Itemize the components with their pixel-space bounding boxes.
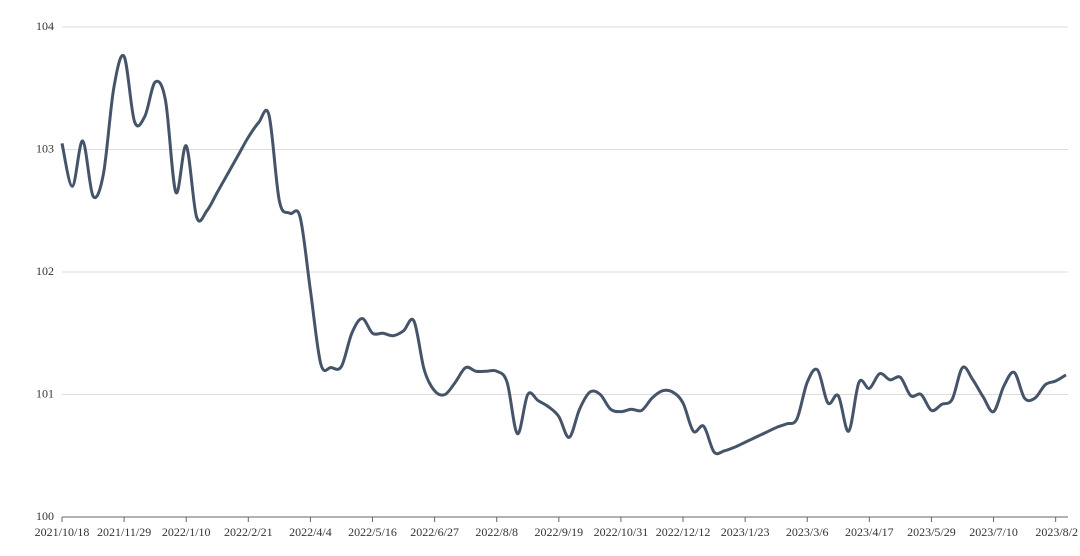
y-tick-label: 103 <box>36 141 54 155</box>
x-tick-label: 2022/2/21 <box>224 525 273 539</box>
x-tick-label: 2022/4/4 <box>289 525 332 539</box>
x-tick-label: 2022/1/10 <box>162 525 211 539</box>
x-tick-label: 2023/8/2 <box>1035 525 1078 539</box>
x-tick-label: 2021/10/18 <box>35 525 90 539</box>
x-tick-label: 2023/4/17 <box>845 525 894 539</box>
y-tick-label: 100 <box>36 509 54 523</box>
x-tick-label: 2022/10/31 <box>594 525 649 539</box>
x-tick-label: 2022/9/19 <box>534 525 583 539</box>
y-tick-label: 101 <box>36 386 54 400</box>
y-tick-label: 102 <box>36 264 54 278</box>
x-tick-label: 2023/5/29 <box>907 525 956 539</box>
x-tick-label: 2023/1/23 <box>721 525 770 539</box>
x-tick-label: 2022/6/27 <box>410 525 459 539</box>
data-line <box>60 53 1067 456</box>
x-tick-label: 2022/5/16 <box>348 525 397 539</box>
x-tick-label: 2023/3/6 <box>786 525 829 539</box>
x-tick-label: 2022/8/8 <box>475 525 518 539</box>
y-tick-label: 104 <box>36 19 54 33</box>
x-tick-label: 2022/12/12 <box>656 525 711 539</box>
x-tick-label: 2023/7/10 <box>969 525 1018 539</box>
x-tick-label: 2021/11/29 <box>97 525 151 539</box>
